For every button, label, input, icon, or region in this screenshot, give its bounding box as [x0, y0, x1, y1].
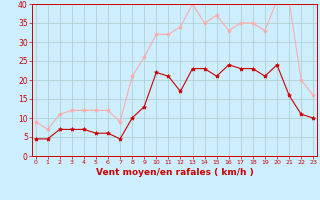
X-axis label: Vent moyen/en rafales ( km/h ): Vent moyen/en rafales ( km/h ) — [96, 168, 253, 177]
